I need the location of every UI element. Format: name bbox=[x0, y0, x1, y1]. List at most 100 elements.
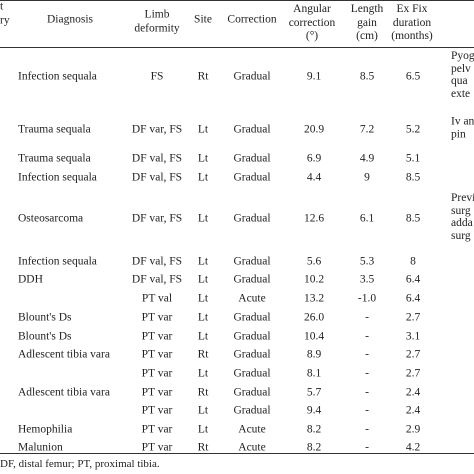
cell-diagnosis: Infection sequala bbox=[18, 255, 97, 268]
cell-correction: Gradual bbox=[233, 386, 271, 399]
cell-limb-deformity: DF val, FS bbox=[131, 171, 183, 184]
cell-remarks-truncated: Pyog pelv qua exte bbox=[451, 50, 474, 100]
cell-exfix-duration: 2.7 bbox=[405, 311, 421, 324]
cell-length-gain: - bbox=[365, 386, 369, 399]
remarks-line: qua bbox=[451, 75, 468, 87]
cell-exfix-duration: 2.7 bbox=[405, 348, 421, 361]
cell-exfix-duration: 4.2 bbox=[405, 441, 421, 454]
cell-angular-correction: 26.0 bbox=[303, 311, 325, 324]
cell-correction: Acute bbox=[238, 292, 266, 305]
cell-length-gain: - bbox=[365, 311, 369, 324]
header-site: Site bbox=[194, 13, 212, 26]
cell-diagnosis: Infection sequala bbox=[18, 171, 97, 184]
cell-angular-correction: 8.2 bbox=[306, 441, 322, 454]
header-bottom-rule bbox=[0, 47, 474, 48]
cell-site: Lt bbox=[197, 123, 209, 136]
cell-site: Lt bbox=[197, 152, 209, 165]
cell-angular-correction: 13.2 bbox=[303, 292, 325, 305]
cell-length-gain: 3.5 bbox=[359, 273, 375, 286]
cell-site: Rt bbox=[197, 386, 209, 399]
cell-angular-correction: 5.7 bbox=[306, 386, 322, 399]
cell-length-gain: 9 bbox=[364, 171, 370, 184]
cell-limb-deformity: DF val, FS bbox=[131, 255, 183, 268]
cell-angular-correction: 5.6 bbox=[306, 255, 322, 268]
cell-diagnosis: Adlescent tibia vara bbox=[18, 386, 110, 399]
cell-exfix-duration: 8.5 bbox=[405, 171, 421, 184]
cell-exfix-duration: 2.7 bbox=[405, 367, 421, 380]
header-diagnosis: Diagnosis bbox=[47, 13, 93, 26]
cell-diagnosis: Hemophilia bbox=[18, 423, 73, 436]
cell-remarks-truncated: Iv an pin bbox=[451, 116, 474, 141]
cell-angular-correction: 12.6 bbox=[303, 212, 325, 225]
cell-correction: Gradual bbox=[233, 70, 271, 83]
cell-correction: Gradual bbox=[233, 404, 271, 417]
cell-length-gain: 4.9 bbox=[359, 152, 375, 165]
header-angular-correction: Angular correction (°) bbox=[288, 2, 336, 42]
cell-site: Lt bbox=[197, 292, 209, 305]
remarks-line: surg bbox=[451, 204, 471, 217]
cell-exfix-duration: 6.4 bbox=[405, 273, 421, 286]
cell-limb-deformity: PT var bbox=[141, 348, 173, 361]
cell-correction: Gradual bbox=[233, 330, 271, 343]
cell-angular-correction: 4.4 bbox=[306, 171, 322, 184]
cell-correction: Gradual bbox=[233, 123, 271, 136]
cell-exfix-duration: 5.1 bbox=[405, 152, 421, 165]
cell-limb-deformity: DF var, FS bbox=[131, 212, 183, 225]
cell-length-gain: - bbox=[365, 348, 369, 361]
cell-diagnosis: Infection sequala bbox=[18, 70, 97, 83]
remarks-line: Iv an bbox=[451, 115, 474, 128]
cell-diagnosis: Blount's Ds bbox=[18, 311, 72, 324]
cell-angular-correction: 8.2 bbox=[306, 423, 322, 436]
cell-angular-correction: 8.1 bbox=[306, 367, 322, 380]
cell-site: Lt bbox=[197, 311, 209, 324]
cell-site: Lt bbox=[197, 255, 209, 268]
cell-site: Lt bbox=[197, 423, 209, 436]
cell-site: Lt bbox=[197, 404, 209, 417]
cell-length-gain: - bbox=[365, 423, 369, 436]
header-limb-deformity: Limb deformity bbox=[134, 8, 180, 35]
table-bottom-rule bbox=[0, 453, 474, 454]
cell-limb-deformity: FS bbox=[150, 70, 164, 83]
cell-correction: Gradual bbox=[233, 311, 271, 324]
cell-site: Lt bbox=[197, 171, 209, 184]
cell-length-gain: -1.0 bbox=[357, 292, 377, 305]
cell-limb-deformity: PT var bbox=[141, 386, 173, 399]
cell-correction: Gradual bbox=[233, 171, 271, 184]
cell-length-gain: 8.5 bbox=[359, 70, 375, 83]
remarks-line: Previ bbox=[451, 192, 474, 204]
cell-exfix-duration: 2.4 bbox=[405, 404, 421, 417]
cell-length-gain: 5.3 bbox=[359, 255, 375, 268]
cell-length-gain: - bbox=[365, 330, 369, 343]
cell-diagnosis: Adlescent tibia vara bbox=[18, 348, 110, 361]
cell-diagnosis: Trauma sequala bbox=[18, 152, 91, 165]
cell-limb-deformity: PT var bbox=[141, 367, 173, 380]
cell-site: Lt bbox=[197, 330, 209, 343]
remarks-line: Pyog bbox=[451, 50, 474, 62]
remarks-line: pelv bbox=[451, 62, 471, 75]
cell-angular-correction: 9.1 bbox=[306, 70, 322, 83]
cell-site: Rt bbox=[197, 70, 209, 83]
cell-diagnosis: Osteosarcoma bbox=[18, 212, 84, 225]
cell-site: Lt bbox=[197, 273, 209, 286]
cell-remarks-truncated: Previ surg adda surg bbox=[451, 192, 474, 242]
cell-length-gain: 6.1 bbox=[359, 212, 375, 225]
table-footnote: DF, distal femur; PT, proximal tibia. bbox=[0, 458, 160, 470]
cell-exfix-duration: 3.1 bbox=[405, 330, 421, 343]
cell-correction: Gradual bbox=[233, 255, 271, 268]
header-history-fragment: t ry bbox=[0, 0, 10, 27]
cell-correction: Gradual bbox=[233, 152, 271, 165]
table-top-rule bbox=[0, 0, 474, 1]
cell-exfix-duration: 2.9 bbox=[405, 423, 421, 436]
cell-correction: Gradual bbox=[233, 367, 271, 380]
remarks-line: surg bbox=[451, 229, 471, 242]
cell-correction: Gradual bbox=[233, 273, 271, 286]
cell-site: Lt bbox=[197, 367, 209, 380]
cell-angular-correction: 20.9 bbox=[303, 123, 325, 136]
cell-site: Lt bbox=[197, 212, 209, 225]
cell-correction: Gradual bbox=[233, 212, 271, 225]
cell-exfix-duration: 8.5 bbox=[405, 212, 421, 225]
cell-limb-deformity: PT var bbox=[141, 441, 173, 454]
cell-limb-deformity: DF val, FS bbox=[131, 273, 183, 286]
header-correction: Correction bbox=[227, 13, 277, 26]
cell-limb-deformity: DF var, FS bbox=[131, 123, 183, 136]
